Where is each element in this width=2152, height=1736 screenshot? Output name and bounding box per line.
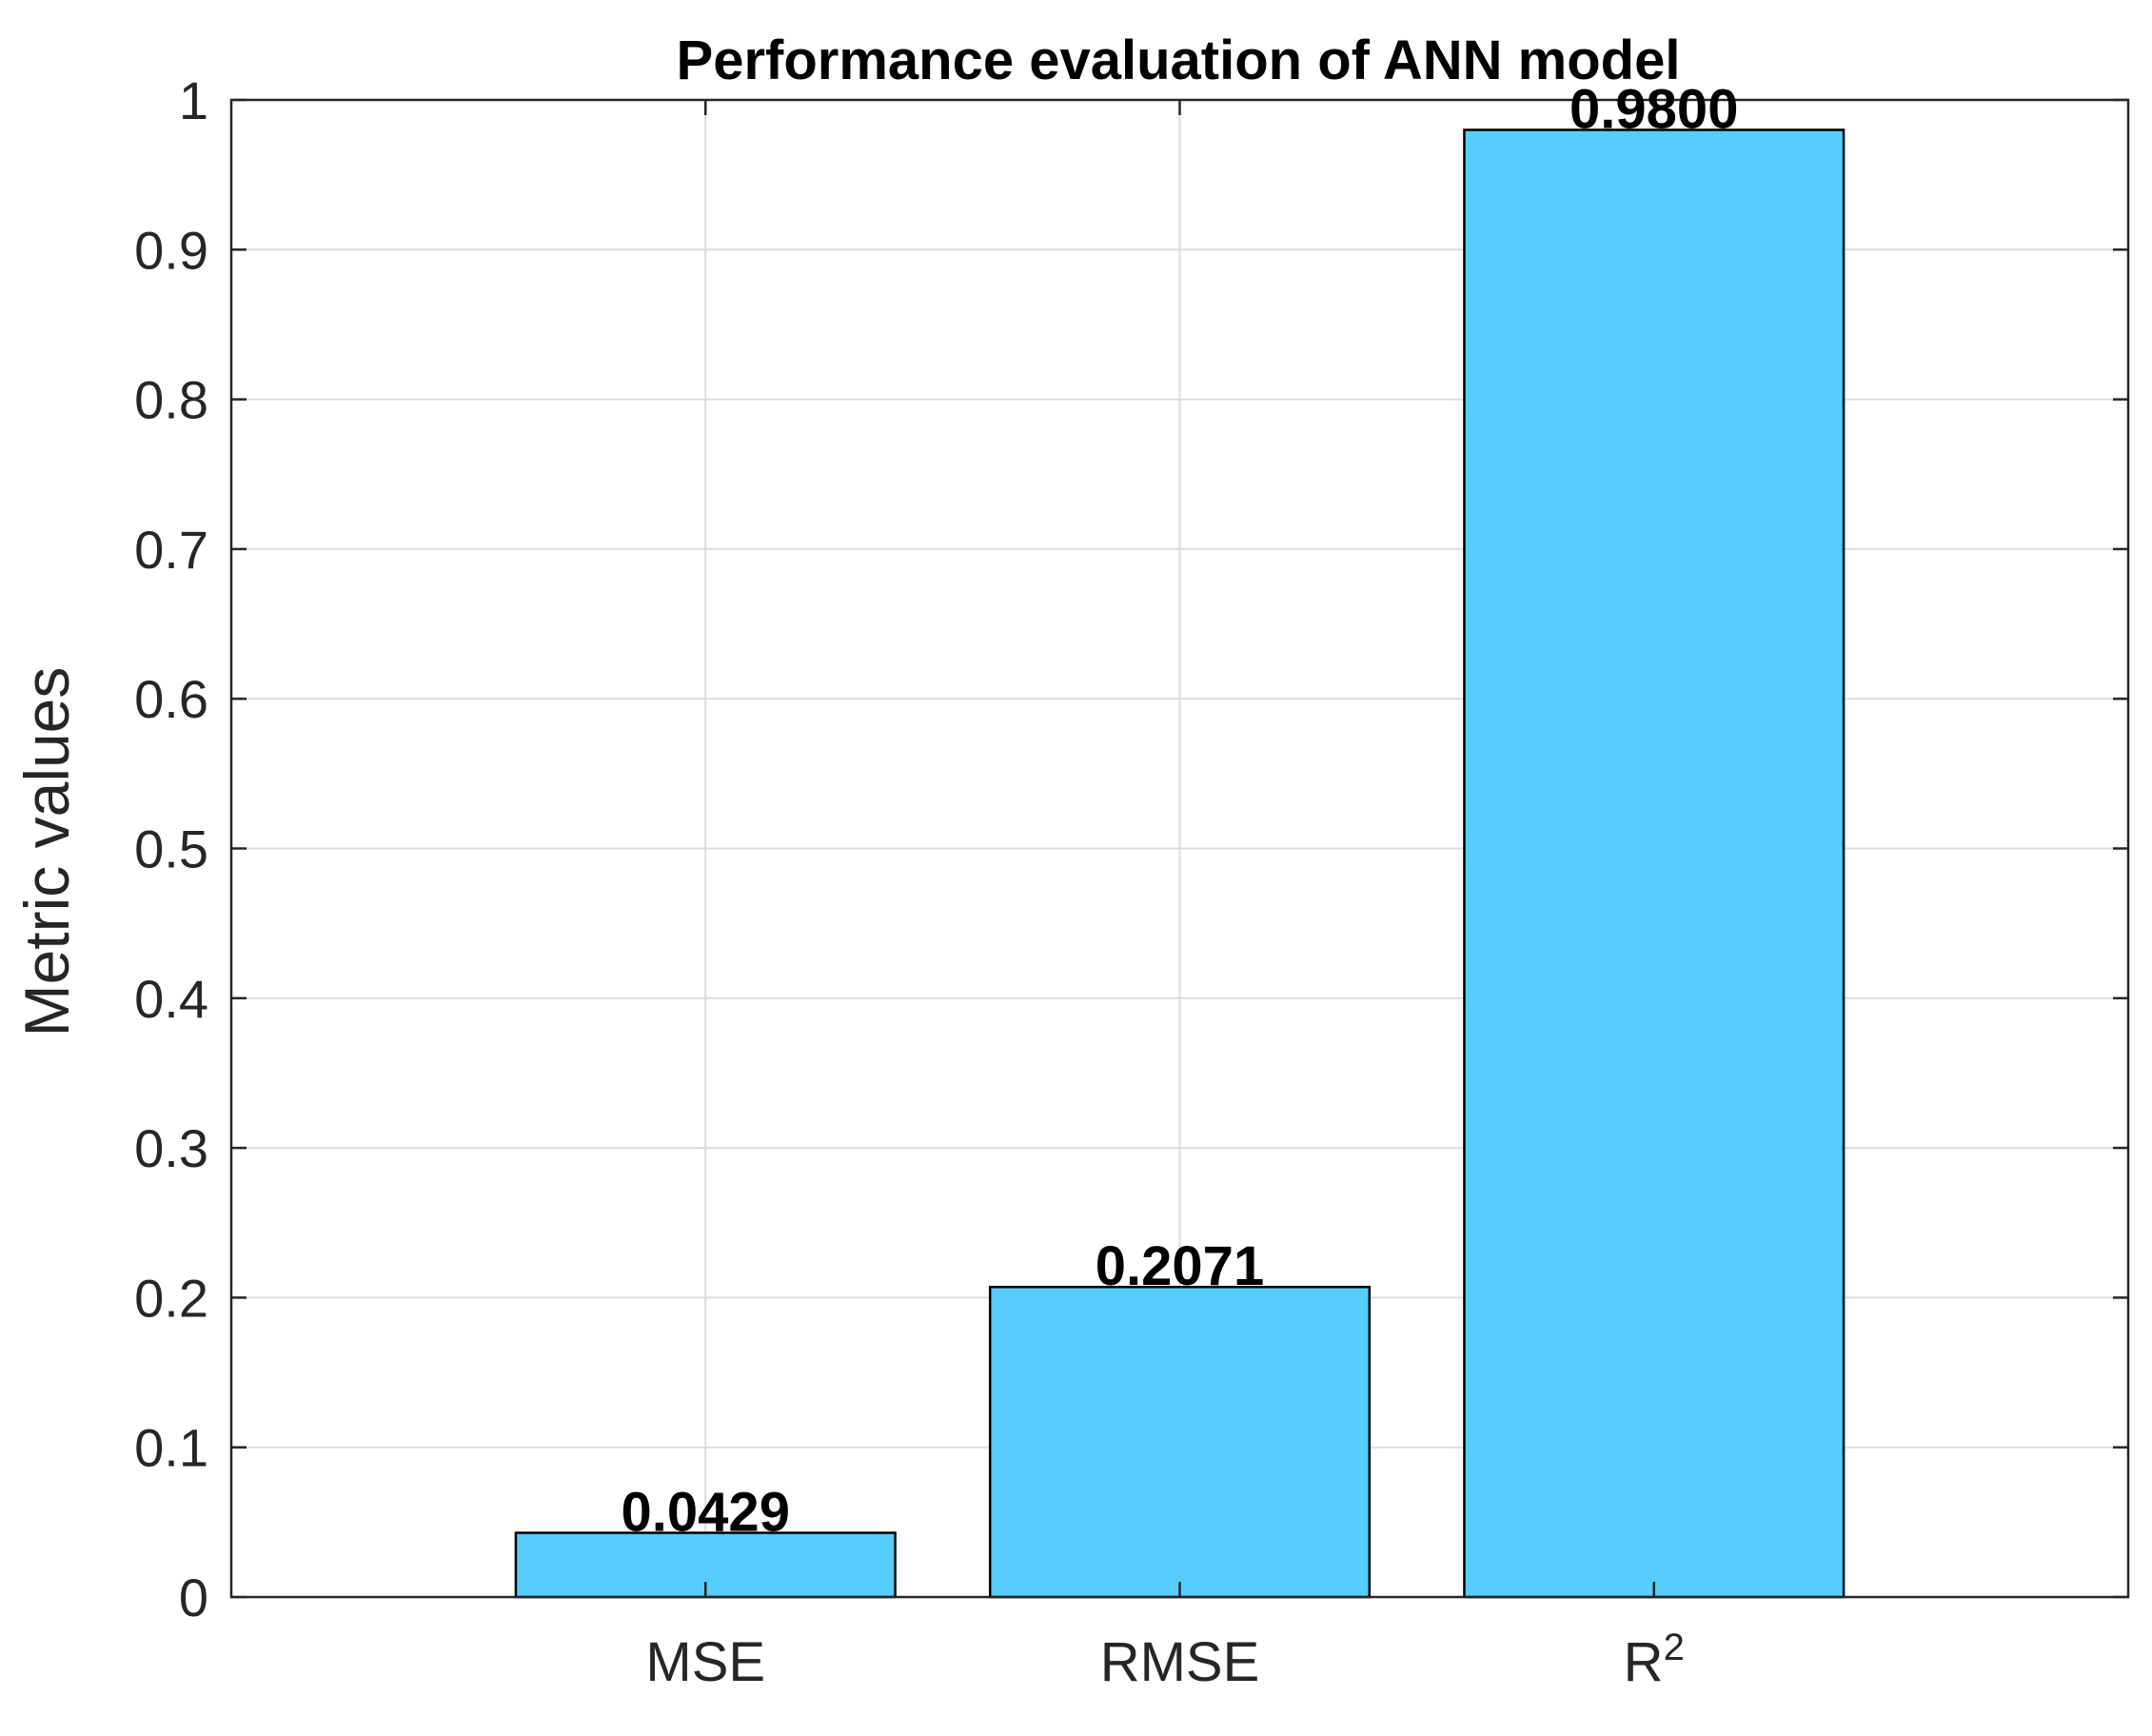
y-tick-label: 1	[179, 70, 208, 130]
data-label: 0.9800	[1570, 78, 1738, 140]
data-label: 0.2071	[1096, 1235, 1264, 1297]
bar-r2	[1463, 128, 1846, 1599]
x-tick-label: RMSE	[1100, 1631, 1260, 1693]
y-tick-labels: 0 0.1 0.2 0.3 0.4 0.5 0.6 0.7 0.8 0.9 1	[134, 70, 208, 1628]
chart-title: Performance evaluation of ANN model	[677, 30, 1681, 91]
data-labels: 0.0429 0.2071 0.9800	[622, 78, 1739, 1543]
bar-rmse	[988, 1285, 1372, 1599]
y-tick-label: 0.9	[134, 220, 208, 280]
y-tick-label: 0.1	[134, 1418, 208, 1478]
data-label: 0.0429	[622, 1482, 790, 1544]
x-tick-labels: MSE RMSE R2	[645, 1627, 1684, 1693]
y-tick-label: 0.7	[134, 520, 208, 580]
y-tick-label: 0.8	[134, 370, 208, 430]
y-tick-label: 0.2	[134, 1268, 208, 1328]
x-tick-label: R2	[1624, 1627, 1685, 1693]
y-tick-label: 0.4	[134, 969, 208, 1029]
tick-marks	[231, 98, 2128, 1599]
y-tick-label: 0.5	[134, 819, 208, 879]
y-tick-label: 0	[179, 1568, 208, 1628]
y-tick-label: 0.6	[134, 669, 208, 729]
x-tick-label: MSE	[645, 1631, 765, 1693]
y-axis-label: Metric values	[11, 667, 82, 1037]
y-tick-label: 0.3	[134, 1118, 208, 1178]
